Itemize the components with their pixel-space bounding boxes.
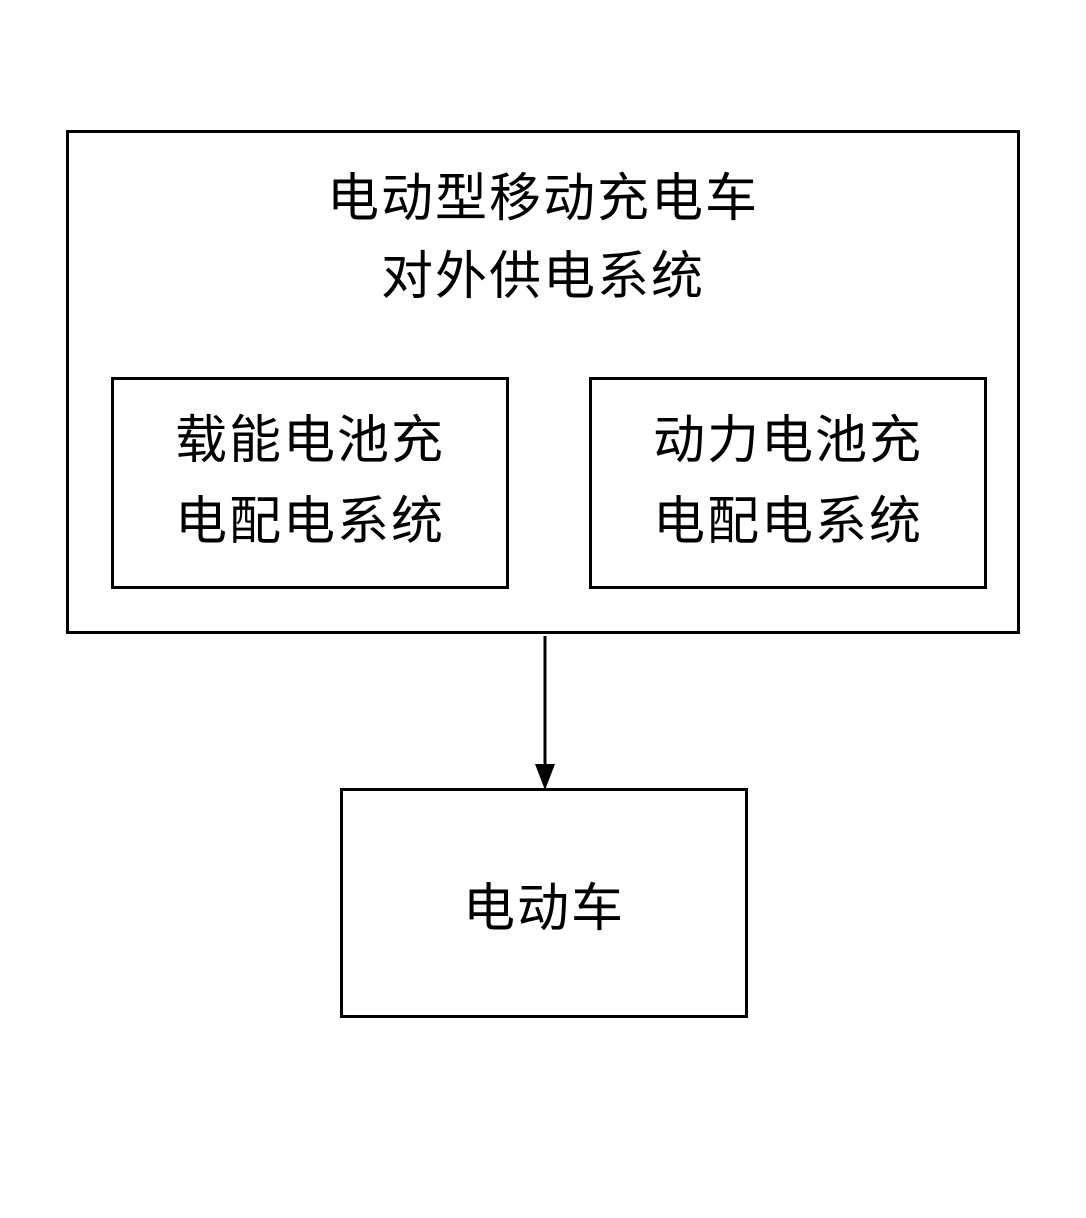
right-subsystem-box: 动力电池充 电配电系统 <box>589 377 987 589</box>
target-box: 电动车 <box>340 788 748 1018</box>
right-sub-line1: 动力电池充 <box>653 402 923 483</box>
left-subsystem-box: 载能电池充 电配电系统 <box>111 377 509 589</box>
main-title-line2: 对外供电系统 <box>69 239 1017 317</box>
left-sub-line2: 电配电系统 <box>175 483 445 564</box>
arrow-down <box>535 636 555 790</box>
left-sub-line1: 载能电池充 <box>175 402 445 483</box>
right-sub-line2: 电配电系统 <box>653 483 923 564</box>
target-label: 电动车 <box>463 866 625 941</box>
main-title-line1: 电动型移动充电车 <box>69 161 1017 239</box>
main-title-area: 电动型移动充电车 对外供电系统 <box>69 161 1017 317</box>
main-system-box: 电动型移动充电车 对外供电系统 载能电池充 电配电系统 动力电池充 电配电系统 <box>66 130 1020 634</box>
